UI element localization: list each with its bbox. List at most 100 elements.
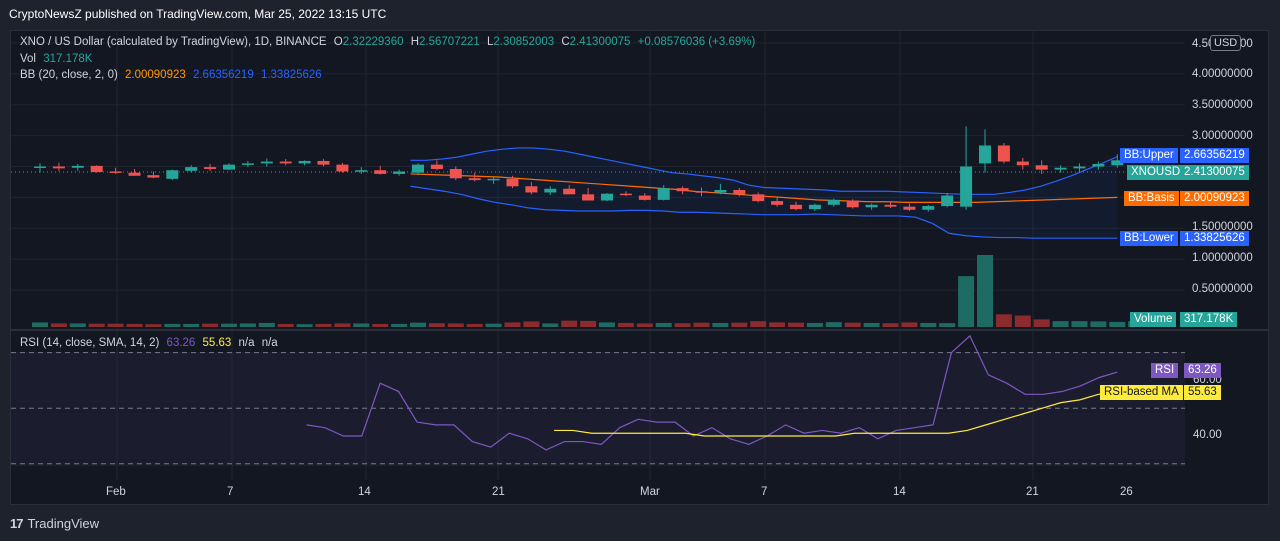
- candle-body: [997, 145, 1010, 162]
- candle-body: [846, 200, 859, 208]
- volume-bar: [844, 322, 861, 327]
- legend-na-1: n/a: [238, 337, 255, 349]
- candle-body: [808, 204, 821, 210]
- candle-body: [128, 172, 141, 176]
- chart-frame[interactable]: [10, 30, 1269, 505]
- volume-bar: [428, 323, 445, 327]
- candle-body: [204, 167, 217, 169]
- volume-bar: [580, 320, 597, 327]
- candle-body: [544, 188, 557, 193]
- volume-bar: [296, 324, 313, 327]
- candle-body: [1054, 167, 1067, 170]
- volume-bar: [542, 323, 559, 327]
- candle-body: [223, 164, 235, 170]
- volume-bar: [202, 323, 219, 327]
- volume-bar: [1071, 321, 1088, 327]
- price-tick-1-0: 1.00000000: [1192, 252, 1253, 264]
- candle-body: [771, 201, 784, 205]
- volume-bar: [674, 323, 691, 327]
- candle-body: [336, 164, 349, 172]
- candle-body: [506, 178, 519, 187]
- bb-lower-tag-value: 1.33825626: [1180, 231, 1249, 246]
- candle-body: [657, 188, 670, 200]
- volume-bar: [485, 323, 502, 327]
- volume-bar: [693, 322, 710, 327]
- volume-bar: [617, 322, 634, 327]
- candle-body: [260, 161, 273, 164]
- candle-body: [752, 194, 765, 202]
- candle-body: [827, 199, 840, 205]
- volume-bar: [731, 322, 748, 327]
- price-tick-0-5: 0.50000000: [1192, 283, 1253, 295]
- volume-bar: [1109, 321, 1126, 327]
- candle-body: [733, 189, 746, 195]
- candle-body: [941, 195, 954, 207]
- tradingview-logo-icon: 17: [10, 516, 24, 531]
- legend-vol-value: 317.178K: [43, 53, 93, 65]
- price-tick-3-0: 3.00000000: [1192, 130, 1253, 142]
- volume-bar: [636, 323, 653, 327]
- legend-bb-label: BB (20, close, 2, 0): [20, 69, 118, 81]
- candle-body: [279, 161, 292, 164]
- volume-bar: [655, 322, 672, 327]
- volume-bar: [863, 322, 880, 327]
- legend-bb-basis: 2.00090923: [125, 69, 186, 81]
- rsi-ma-line: [554, 390, 1118, 437]
- candle-body: [468, 178, 481, 181]
- volume-bar: [183, 323, 200, 327]
- volume-bar: [769, 322, 786, 327]
- volume-bar: [50, 323, 67, 327]
- volume-bar: [372, 323, 389, 327]
- volume-bar: [806, 322, 823, 327]
- candle-body: [582, 194, 595, 201]
- volume-bar: [145, 324, 162, 327]
- volume-bar: [1014, 315, 1031, 327]
- date-label-mar-7: 7: [761, 486, 768, 498]
- date-label-feb-14: 14: [358, 486, 371, 498]
- volume-bar: [939, 323, 956, 327]
- volume-bar: [126, 323, 143, 327]
- volume-bar: [334, 323, 351, 327]
- date-label-feb: Feb: [106, 486, 126, 498]
- volume-bar: [258, 322, 275, 327]
- volume-bar: [315, 323, 332, 327]
- candle-body: [525, 186, 538, 193]
- candle-body: [884, 204, 897, 207]
- price-tag-label: XNOUSD: [1127, 165, 1185, 180]
- volume-bar: [32, 322, 48, 327]
- legend-open: 2.32229360: [342, 36, 404, 48]
- bb-band-fill: [410, 147, 1118, 239]
- candle-body: [638, 195, 651, 200]
- legend-rsi-value: 63.26: [166, 337, 196, 349]
- bb-upper-line: [410, 147, 1118, 195]
- volume-bar: [69, 323, 86, 327]
- volume-bar: [447, 323, 464, 327]
- volume-bar: [353, 323, 370, 327]
- candle-body: [355, 170, 368, 172]
- candle-body: [695, 191, 708, 193]
- volume-bar: [1033, 319, 1050, 327]
- date-label-feb-7: 7: [227, 486, 234, 498]
- volume-bar: [561, 320, 578, 327]
- rsi-tag-label: RSI: [1151, 363, 1179, 378]
- rsi-band-fill: [11, 352, 1185, 466]
- rsi-line: [306, 334, 1118, 451]
- volume-tag-label: Volume: [1130, 312, 1177, 327]
- volume-bar: [466, 323, 483, 327]
- candle-body: [90, 165, 103, 173]
- volume-bar: [164, 323, 181, 327]
- volume-bar: [599, 322, 615, 327]
- candle-body: [865, 204, 878, 208]
- volume-bar: [995, 314, 1012, 327]
- bb-upper-tag-label: BB:Upper: [1120, 148, 1178, 163]
- currency-badge[interactable]: USD: [1210, 35, 1242, 51]
- volume-bar: [1090, 321, 1107, 327]
- volume-bar: [504, 322, 521, 327]
- tradingview-logo[interactable]: 17 TradingView: [10, 516, 99, 531]
- bb-upper-tag-value: 2.66356219: [1180, 148, 1249, 163]
- volume-bar: [107, 323, 124, 327]
- volume-bar: [788, 322, 804, 327]
- volume-bar: [825, 322, 842, 327]
- date-label-feb-21: 21: [492, 486, 505, 498]
